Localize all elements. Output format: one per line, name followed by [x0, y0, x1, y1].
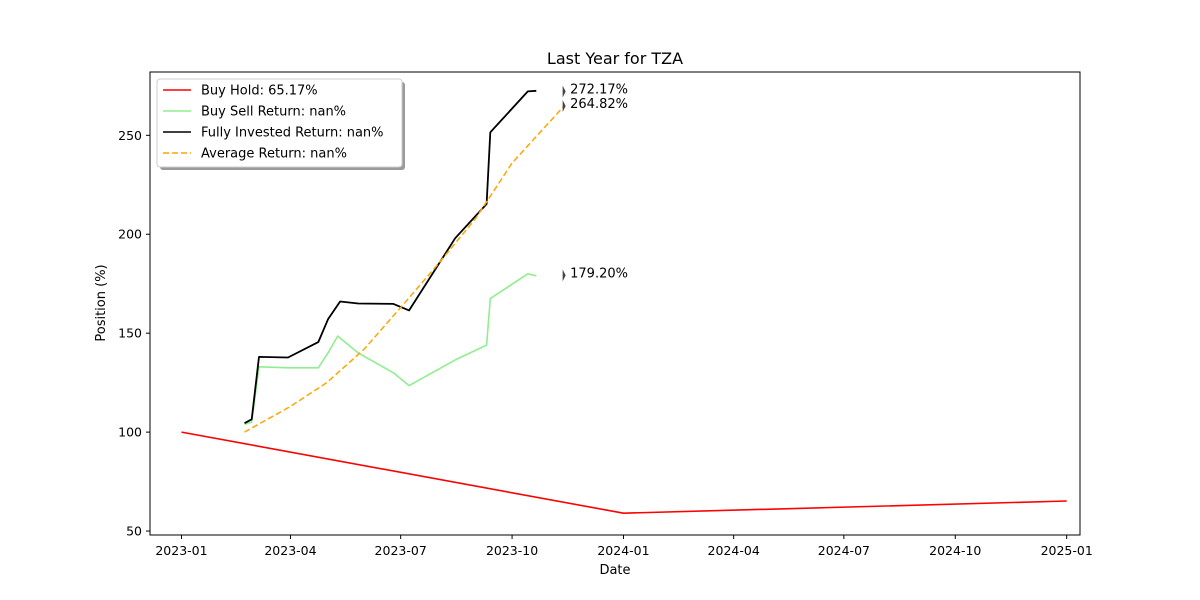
series-line-2 [244, 89, 537, 424]
annotation-marker-2 [562, 269, 566, 282]
x-tick-label-0: 2023-01 [155, 543, 207, 558]
y-tick-label-1: 100 [118, 425, 142, 440]
annotation-label-1: 264.82% [570, 97, 628, 112]
y-tick-label-4: 250 [118, 128, 142, 143]
x-axis-label: Date [599, 563, 630, 578]
y-tick-label-2: 150 [118, 326, 142, 341]
plot-area: 272.17%264.82% 179.20% 2023-01 2023-04 2023-… [118, 71, 1093, 558]
x-tick-label-3: 2023-10 [486, 543, 538, 558]
annotation-marker-0 [562, 85, 566, 98]
legend-box [156, 78, 403, 168]
y-tick-label-3: 200 [118, 227, 142, 242]
axes-frame [149, 71, 1081, 536]
series-line-3 [244, 105, 565, 433]
x-tick-label-8: 2025-01 [1041, 543, 1093, 558]
chart-title: Last Year for TZA [547, 49, 683, 68]
legend-label-3: Average Return: nan% [201, 147, 347, 162]
x-tick-label-4: 2024-01 [597, 543, 649, 558]
annotation-marker-1 [562, 99, 566, 112]
x-tick-label-7: 2024-10 [929, 543, 981, 558]
x-tick-label-5: 2024-04 [708, 543, 760, 558]
y-axis-label: Position (%) [94, 264, 109, 341]
x-tick-label-6: 2024-07 [818, 543, 870, 558]
x-tick-label-2: 2023-07 [375, 543, 427, 558]
y-tick-label-0: 50 [126, 524, 142, 539]
series-line-0 [181, 431, 1067, 515]
legend: Buy Hold: 65.17% Buy Sell Return: nan% Ful… [156, 78, 405, 170]
x-tick-label-1: 2023-04 [264, 543, 316, 558]
legend-label-2: Fully Invested Return: nan% [201, 126, 384, 141]
series-line-1 [244, 272, 537, 425]
annotation-label-2: 179.20% [570, 266, 628, 281]
legend-label-0: Buy Hold: 65.17% [201, 84, 318, 99]
legend-label-1: Buy Sell Return: nan% [201, 105, 346, 120]
annotation-label-0: 272.17% [570, 82, 628, 97]
